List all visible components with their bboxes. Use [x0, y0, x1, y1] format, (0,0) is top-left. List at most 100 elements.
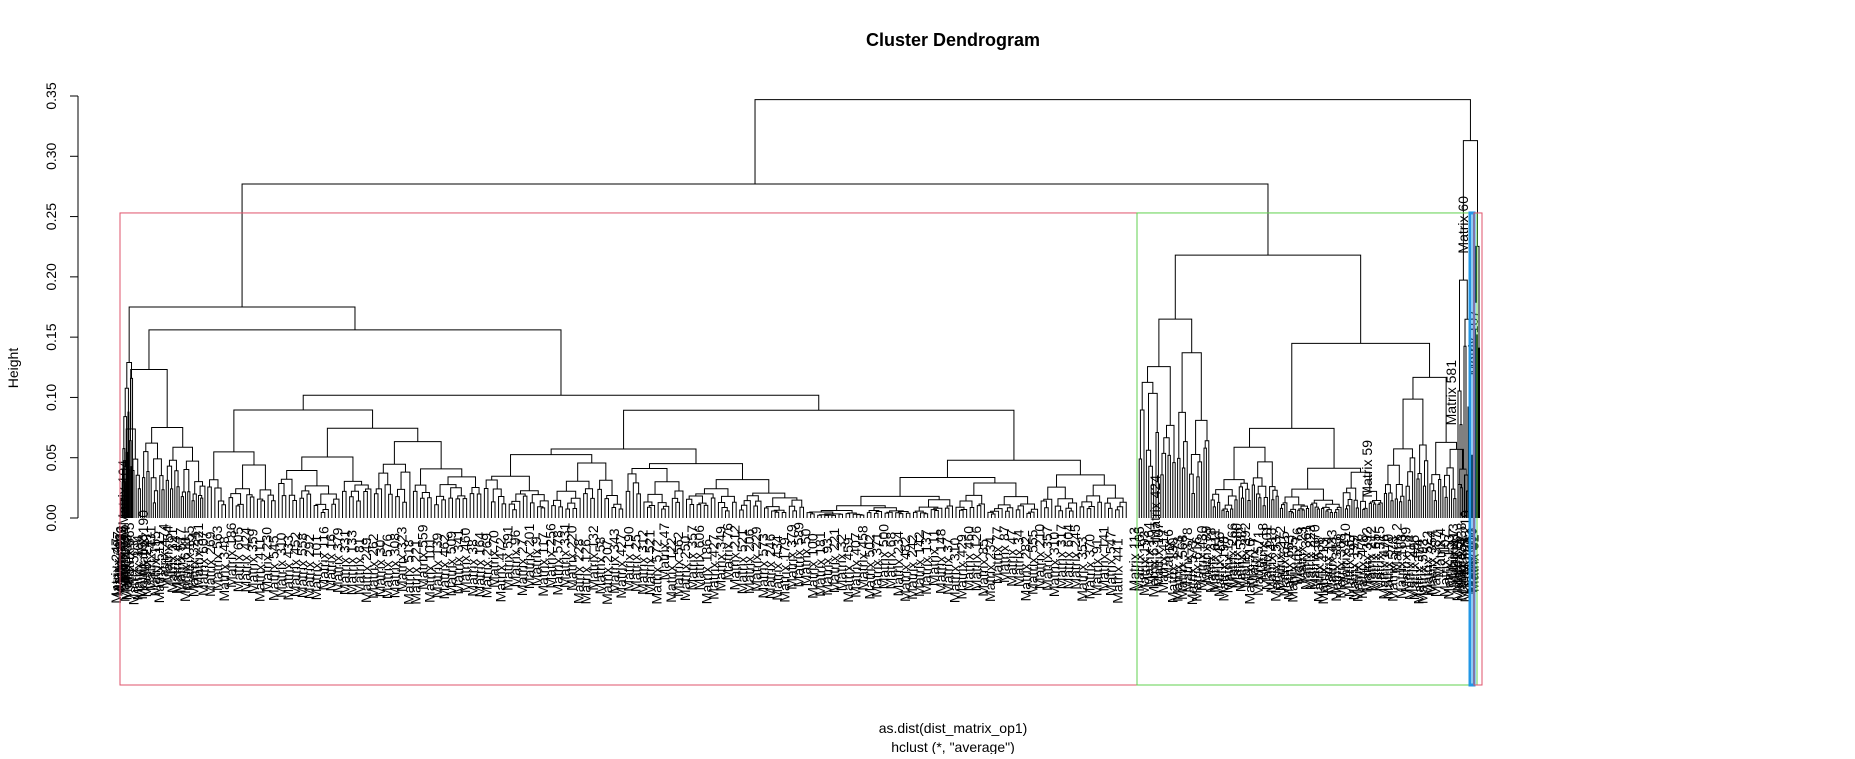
dendrogram-branch: [1211, 500, 1214, 518]
dendrogram-branch: [1306, 509, 1308, 518]
dendrogram-branch: [188, 492, 190, 518]
dendrogram-branch: [484, 489, 488, 518]
dendrogram-branch: [687, 499, 692, 518]
dendrogram-branch: [486, 480, 497, 489]
y-axis: 0.000.050.100.150.200.250.300.35: [43, 82, 78, 531]
dendrogram-branch: [493, 489, 501, 502]
dendrogram-branch: [960, 501, 972, 508]
dendrogram-branch: [775, 512, 779, 518]
dendrogram-branch: [169, 460, 176, 470]
dendrogram-branch: [448, 477, 475, 488]
dendrogram-branch: [1434, 501, 1436, 518]
dendrogram-branch: [1330, 512, 1332, 518]
dendrogram-branch: [428, 498, 432, 518]
dendrogram-branch: [281, 479, 292, 495]
dendrogram-branch: [332, 504, 336, 518]
dendrogram-branch: [874, 513, 878, 518]
dendrogram-branch: [690, 505, 694, 519]
dendrogram-branch: [1401, 496, 1404, 518]
dendrogram-branch: [160, 476, 163, 518]
dendrogram-branch: [1218, 502, 1220, 518]
dendrogram-branch: [704, 505, 708, 518]
dendrogram-branch: [1184, 442, 1188, 518]
dendrogram-branch: [1432, 491, 1435, 518]
dendrogram-branch: [1326, 511, 1328, 518]
dendrogram-branch: [1117, 507, 1122, 518]
dendrogram-branch: [614, 504, 621, 509]
dendrogram-branch: [463, 499, 467, 518]
dendrogram-branch: [663, 506, 668, 518]
dendrogram-branch: [499, 496, 504, 518]
dendrogram-branch: [243, 465, 266, 490]
dendrogram-branch: [977, 506, 981, 518]
dendrogram-branch: [1298, 510, 1300, 518]
dendrogram-branch: [782, 512, 786, 518]
dendrogram-branch: [1139, 459, 1141, 518]
y-axis-label: Height: [5, 348, 21, 389]
dendrogram-branch: [900, 477, 995, 496]
dendrogram-branch: [818, 515, 822, 518]
dendrogram-branch: [513, 510, 517, 518]
dendrogram-branch: [711, 498, 715, 518]
dendrogram-branch: [1257, 494, 1260, 518]
dendrogram-branch: [154, 491, 157, 518]
dendrogram-branch: [605, 499, 609, 518]
dendrogram-branch: [1280, 508, 1282, 518]
dendrogram-branch: [672, 498, 677, 518]
dendrogram-branch: [1016, 510, 1020, 518]
dendrogram-branch: [177, 487, 179, 518]
dendrogram-branch: [885, 513, 889, 518]
dendrogram-branch: [1105, 503, 1110, 518]
dendrogram-branch: [726, 511, 730, 518]
dendrogram-branch: [722, 508, 727, 518]
dendrogram-branch: [1246, 489, 1249, 518]
dendrogram-branch: [1308, 468, 1361, 489]
dendrogram-branch: [1182, 353, 1201, 421]
dendrogram-branch: [1302, 510, 1304, 518]
dendrogram-branch: [261, 501, 265, 518]
dendrogram-branch: [152, 428, 183, 448]
dendrogram-branch: [1356, 508, 1358, 518]
dendrogram-branch: [867, 513, 871, 518]
dendrogram-branch: [1276, 496, 1278, 518]
dendrogram-branch: [511, 455, 592, 477]
dendrogram-branch: [1396, 485, 1402, 499]
dendrogram-branch: [1148, 367, 1171, 426]
dendrogram-branch: [351, 491, 358, 501]
dendrogram-branch: [1175, 255, 1360, 343]
dendrogram-branch: [811, 514, 815, 518]
dendrogram-branch: [846, 514, 850, 518]
dendrogram-branch: [559, 507, 563, 518]
dendrogram-branch: [250, 497, 254, 518]
dendrogram-branch: [413, 491, 417, 518]
dendrogram-branch: [1055, 506, 1060, 518]
dendrogram-branch: [282, 496, 286, 518]
dendrogram-branch: [397, 489, 404, 502]
dendrogram-branch: [899, 514, 903, 518]
dendrogram-branch: [626, 491, 630, 518]
dendrogram-branch: [208, 487, 212, 518]
dendrogram-branch: [913, 512, 917, 518]
dendrogram-branch: [1216, 490, 1233, 496]
dendrogram-branch: [1413, 377, 1446, 442]
dendrogram-branch: [234, 410, 373, 452]
dendrogram-branch: [456, 499, 460, 518]
dendrogram-branch: [229, 498, 233, 518]
dendrogram-branch: [637, 494, 641, 518]
dendrogram-branch: [1420, 445, 1427, 473]
dendrogram-branch: [334, 499, 339, 518]
dendrogram-branch: [1460, 469, 1467, 484]
y-tick-label: 0.05: [43, 444, 59, 471]
y-tick-label: 0.00: [43, 504, 59, 531]
dendrogram-branch: [214, 452, 254, 480]
dendrogram-branch: [1173, 463, 1175, 518]
dendrogram-branch: [740, 510, 744, 518]
dendrogram-branch: [825, 515, 829, 518]
dendrogram-branch: [260, 490, 271, 499]
dendrogram-branch: [376, 489, 381, 518]
leaf-label-legible: Matrix 424: [1147, 475, 1163, 541]
dendrogram-branch: [662, 509, 666, 518]
dendrogram-branch: [1374, 504, 1376, 518]
dendrogram-branch: [321, 512, 325, 518]
dendrogram-branch: [1213, 507, 1215, 518]
